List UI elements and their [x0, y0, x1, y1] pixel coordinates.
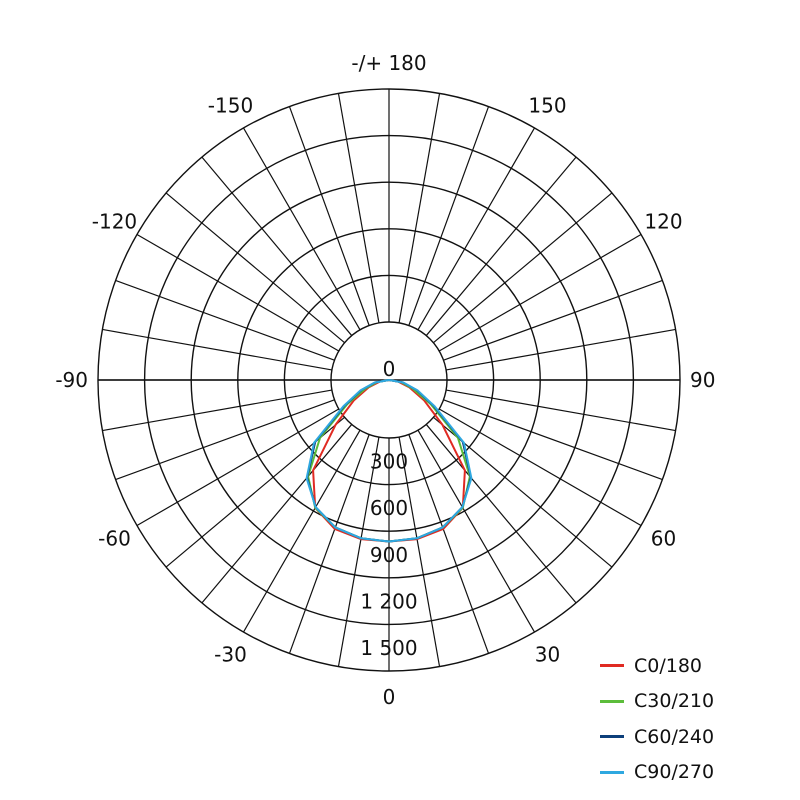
legend-item-c90-270: C90/270 — [600, 755, 790, 791]
legend-label: C0/180 — [634, 654, 703, 677]
angle-label: 150 — [528, 93, 566, 117]
legend-swatch-red — [600, 664, 624, 668]
radial-tick-labels: 0 300 600 900 1 200 1 500 — [360, 357, 417, 660]
grid-spoke — [136, 233, 340, 352]
series-line-c90-270 — [305, 379, 473, 543]
grid-spoke — [115, 279, 335, 361]
grid-spoke — [433, 192, 613, 344]
angle-label: 30 — [535, 643, 560, 667]
grid-spoke — [201, 156, 353, 336]
radial-tick-label: 600 — [370, 496, 408, 520]
grid-spoke — [201, 424, 353, 604]
angle-labels: -/+ 180 150 -150 120 -120 90 -90 60 -60 30 -30 0 — [55, 51, 715, 709]
angle-label: 90 — [690, 368, 715, 392]
grid-spoke — [446, 389, 676, 432]
radial-tick-label: 1 500 — [360, 636, 417, 660]
grid-spoke — [446, 328, 676, 371]
grid-spoke — [438, 408, 642, 527]
legend-item-c30-210: C30/210 — [600, 684, 790, 720]
angle-label: 60 — [651, 527, 676, 551]
legend: C0/180 C30/210 C60/240 C90/270 — [600, 648, 790, 790]
grid-spoke — [337, 437, 380, 667]
grid-spoke — [408, 434, 490, 654]
legend-swatch-navy — [600, 735, 624, 739]
angle-label: -120 — [92, 210, 137, 234]
angle-label: -/+ 180 — [351, 51, 426, 75]
radial-tick-label: 1 200 — [360, 589, 417, 613]
angle-label: -90 — [55, 368, 88, 392]
angle-label: -60 — [98, 527, 131, 551]
legend-label: C60/240 — [634, 725, 715, 748]
legend-item-c60-240: C60/240 — [600, 719, 790, 755]
grid-spoke — [102, 328, 332, 371]
grid-spoke — [337, 93, 380, 323]
grid-spoke — [417, 429, 536, 633]
grid-spoke — [398, 437, 441, 667]
radial-tick-label: 0 — [383, 357, 396, 381]
angle-label: -150 — [208, 93, 253, 117]
grid-spoke — [242, 127, 361, 331]
grid-spoke — [425, 424, 577, 604]
radial-tick-label: 900 — [370, 543, 408, 567]
legend-item-c0-180: C0/180 — [600, 648, 790, 684]
angle-label: -30 — [214, 643, 247, 667]
grid-spoke — [136, 408, 340, 527]
grid-spoke — [115, 399, 335, 481]
legend-label: C90/270 — [634, 761, 715, 784]
grid-spoke — [425, 156, 577, 336]
grid-spoke — [165, 192, 345, 344]
grid-spoke — [102, 389, 332, 432]
legend-label: C30/210 — [634, 690, 715, 713]
series-curves — [305, 379, 473, 543]
grid-spoke — [443, 399, 663, 481]
grid-spoke — [417, 127, 536, 331]
angle-label: 0 — [383, 685, 396, 709]
legend-swatch-green — [600, 699, 624, 703]
grid-spoke — [438, 233, 642, 352]
grid-spoke — [242, 429, 361, 633]
angle-label: 120 — [644, 210, 682, 234]
legend-swatch-cyan — [600, 770, 624, 774]
grid-spoke — [398, 93, 441, 323]
grid-spoke — [408, 106, 490, 326]
grid-spoke — [288, 434, 370, 654]
radial-tick-label: 300 — [370, 450, 408, 474]
polar-grid — [97, 88, 681, 672]
grid-spoke — [288, 106, 370, 326]
grid-spoke — [443, 279, 663, 361]
